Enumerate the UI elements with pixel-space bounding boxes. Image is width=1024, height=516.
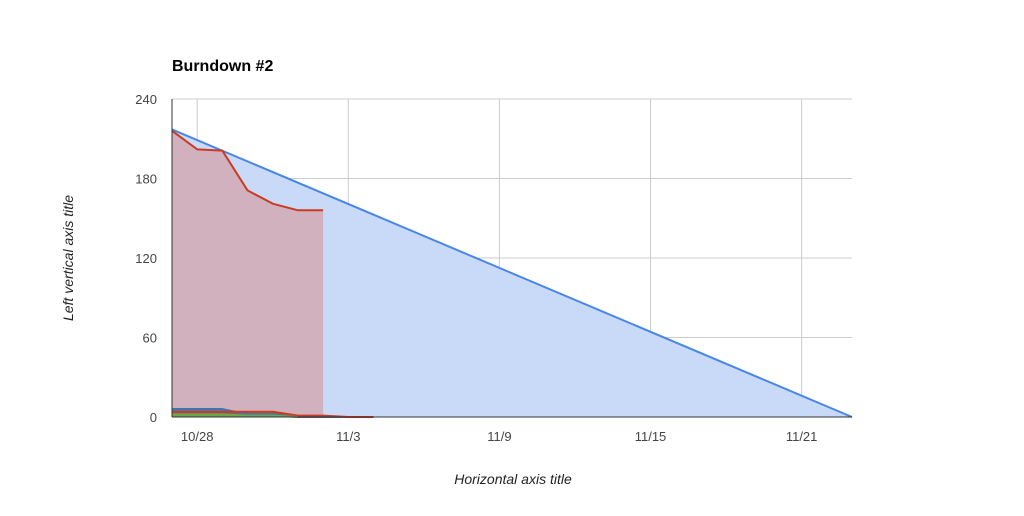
y-tick-label: 0	[150, 410, 157, 425]
x-tick-label: 11/9	[487, 429, 511, 444]
x-tick-label: 11/3	[336, 429, 360, 444]
y-tick-label: 180	[135, 172, 157, 187]
y-tick-label: 240	[135, 92, 157, 107]
axis-layer: 0 60 120 180 240 10/28 11/3 11/9 11/15 11/21	[135, 92, 852, 444]
series-5-line	[172, 413, 298, 418]
y-tick-label: 60	[143, 331, 157, 346]
series-1-line	[171, 128, 853, 418]
y-tick-label: 120	[135, 251, 157, 266]
x-tick-label: 11/21	[786, 429, 818, 444]
x-tick-label: 10/28	[181, 429, 214, 444]
chart-title: Burndown #2	[172, 58, 274, 75]
series-2-area	[172, 130, 324, 418]
x-tick-label: 11/15	[635, 429, 667, 444]
x-axis-title: Horizontal axis title	[454, 471, 572, 487]
series-2-line	[171, 129, 324, 212]
